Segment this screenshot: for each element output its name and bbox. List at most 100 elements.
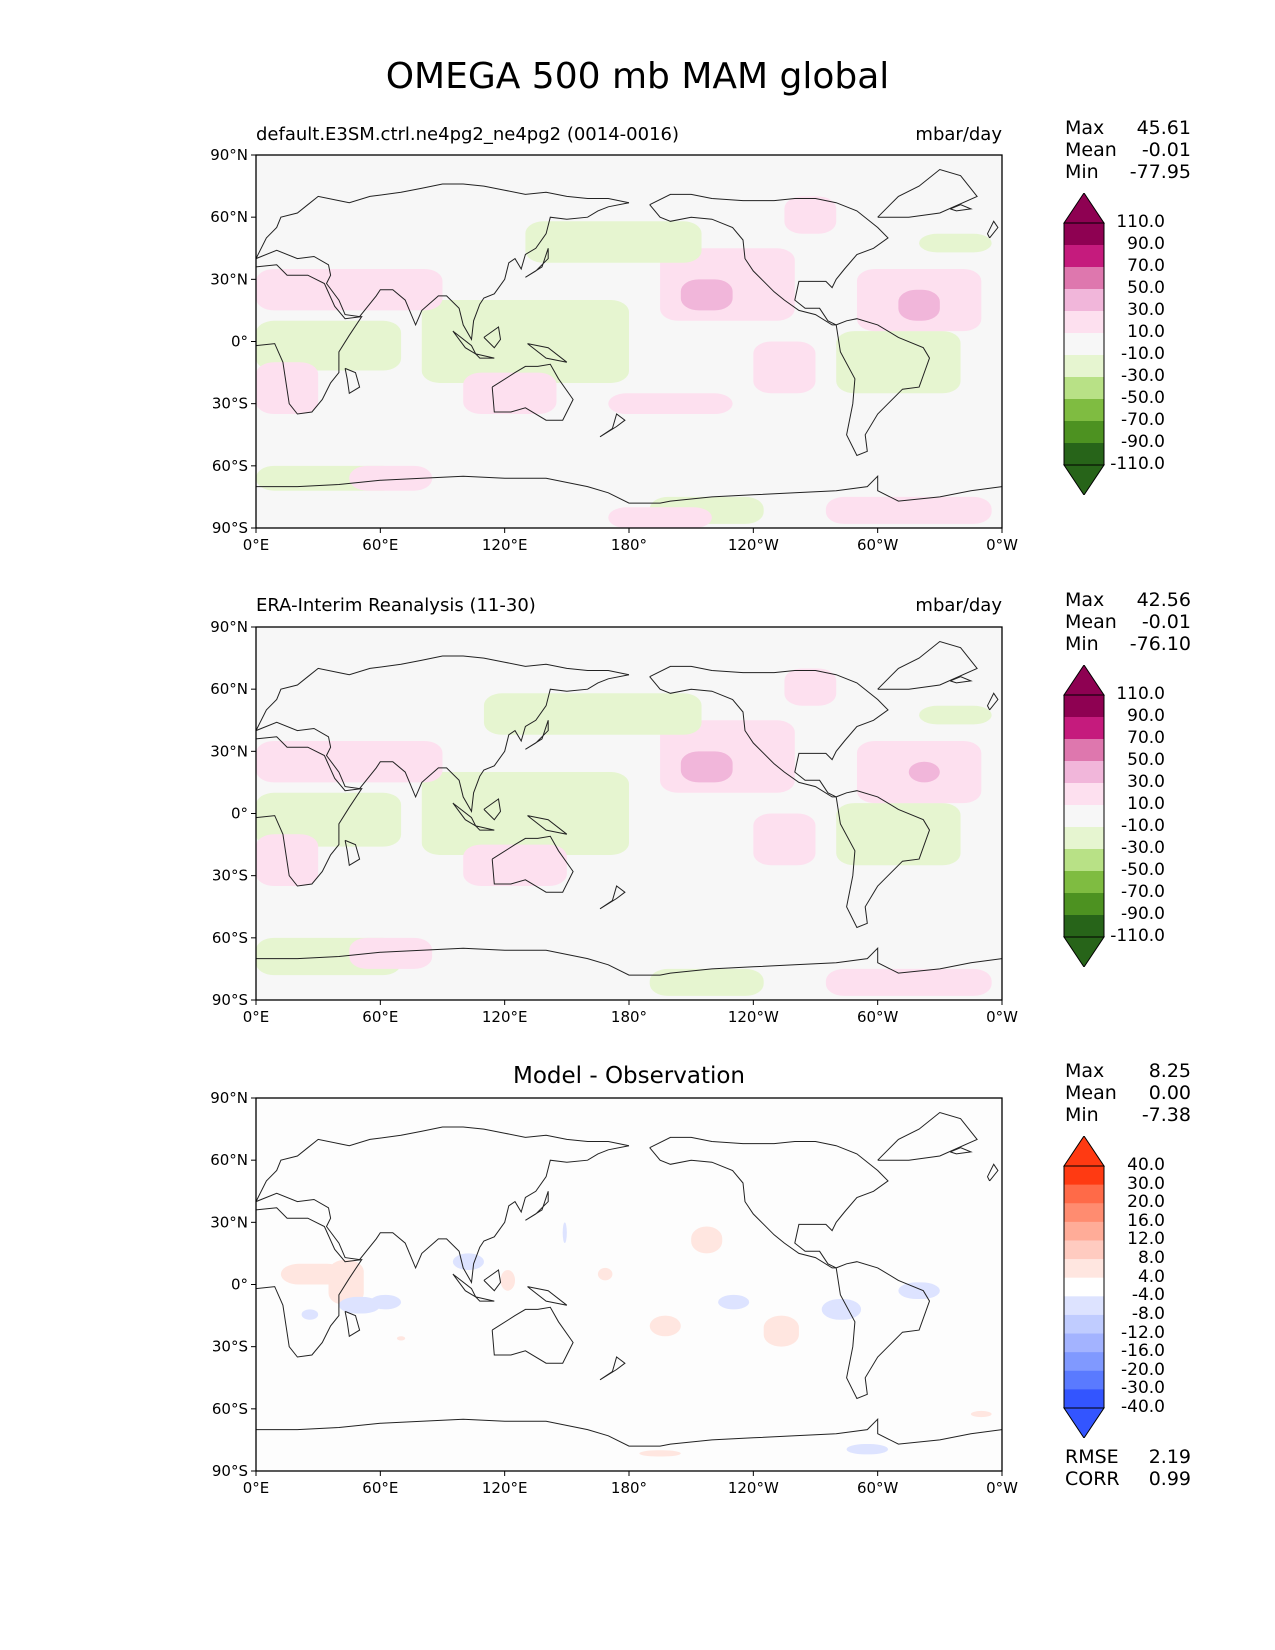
contour-region [825,968,992,996]
y-tick-label: 30°S [212,395,248,413]
coastline [344,1310,361,1338]
colorbar-extend-min [1063,464,1105,495]
coastline [256,474,1002,504]
coastline [256,1145,630,1284]
y-tick-label: 60°S [212,929,248,947]
contour-region [898,1282,940,1300]
x-tick-label: 120°W [728,1479,779,1497]
coastline [649,1147,837,1269]
colorbar-tick-label: 10.0 [1127,322,1165,342]
colorbar-tick-label: -8.0 [1131,1303,1165,1324]
coastline-layer [256,640,1002,976]
panel-2-title: ERA-Interim Reanalysis (11-30) [256,595,536,616]
y-tick-label: 0° [231,1276,248,1294]
contour-region [753,341,816,394]
stat-label-max: Max [1065,117,1105,139]
colorbar-frame [1063,694,1105,938]
panel-3-colorbar [1063,1136,1105,1438]
coastline [256,1417,1002,1447]
panel-3-stats: Max 8.25 Mean 0.00 Min -7.38 [1065,1060,1191,1126]
colorbar-swatch [1064,1203,1104,1223]
colorbar-tick-label: 90.0 [1127,234,1165,254]
colorbar-swatch [1064,1296,1104,1316]
y-tick-label: 60°N [210,1151,248,1169]
coastline [256,264,363,415]
contour-region [825,496,992,524]
colorbar-swatch [1064,421,1104,444]
contour-region [608,507,712,528]
contour-region [500,1269,516,1291]
stat-value-min: -77.95 [1129,161,1191,183]
coastline [649,665,889,798]
contour-region [256,268,443,311]
x-tick-label: 0°W [986,536,1018,554]
coastline [525,248,549,278]
coastline [256,202,630,341]
coastline [649,193,889,326]
colorbar-tick-label: 4.0 [1137,1266,1165,1287]
panel-1-title: default.E3SM.ctrl.ne4pg2_ne4pg2 (0014-00… [256,124,679,145]
contour-region [691,1226,723,1254]
stat-label-mean: Mean [1065,611,1117,633]
contour-region [718,1294,750,1310]
contour-region [562,1222,567,1244]
colorbar-tick-label: 110.0 [1116,212,1165,232]
coastline [491,835,574,893]
colorbar-tick-label: 16.0 [1127,1210,1165,1231]
contour-region [463,844,567,887]
y-tick-label: 30°S [212,1338,248,1356]
contour-region [970,1410,992,1418]
coastline [256,736,363,887]
contour-region [483,693,702,735]
y-tick-label: 90°S [212,991,248,1009]
panel-3-map: 0°E 60°E 120°E 180° 120°W 60°W 0°W 90°N 60°N 30°N… [210,1089,1018,1497]
coastline [256,674,630,813]
colorbar-swatch [1064,245,1104,268]
stat-value-max: 42.56 [1136,589,1191,611]
colorbar-swatch [1064,443,1104,466]
x-tick-label: 180° [611,536,647,554]
x-tick-label: 120°W [728,536,779,554]
metric-value-corr: 0.99 [1148,1468,1191,1490]
colorbar-tick-label: -90.0 [1121,904,1165,924]
contour-region [821,1299,862,1320]
colorbar-tick-label: 70.0 [1127,256,1165,276]
coastline [950,1147,973,1155]
colorbar-tick-label: -110.0 [1110,454,1165,474]
coastline [527,343,568,363]
coastline [950,204,973,212]
y-tick-label: 30°N [210,270,248,288]
colorbar-swatch [1064,333,1104,356]
x-tick-label: 0°W [986,1479,1018,1497]
contour-region [525,221,702,263]
colorbar-tick-label: 12.0 [1127,1229,1165,1250]
coastline [491,363,574,421]
colorbar-tick-label: 90.0 [1127,706,1165,726]
stat-value-max: 45.61 [1136,117,1191,139]
contour-region [463,372,557,415]
coastline [256,183,630,259]
coastline [835,318,931,457]
colorbar-frame [1063,222,1105,466]
colorbar-tick-label: -110.0 [1110,926,1165,946]
coastline [525,1191,549,1221]
y-tick-label: 60°N [210,680,248,698]
colorbar-swatch [1064,827,1104,850]
panel-2-units: mbar/day [915,595,1002,616]
colorbar-frame [1063,1165,1105,1409]
colorbar-tick-label: 10.0 [1127,794,1165,814]
coastline [835,790,931,929]
colorbar-tick-label: -4.0 [1131,1285,1165,1306]
coastline [986,220,999,239]
x-tick-label: 60°E [362,536,398,554]
panel-1-map: 0°E 60°E 120°E 180° 120°W 60°W 0°W 90°N 60°N 30°N… [210,146,1018,554]
colorbar-tick-label: -90.0 [1121,432,1165,452]
colorbar-swatch [1064,1166,1104,1186]
stat-value-mean: 0.00 [1148,1082,1191,1104]
contour-fill-layer [256,668,992,996]
colorbar-swatch [1064,1221,1104,1241]
colorbar-tick-label: -70.0 [1121,882,1165,902]
y-tick-label: 30°N [210,1213,248,1231]
colorbar-swatch [1064,915,1104,938]
coastline [649,676,837,798]
